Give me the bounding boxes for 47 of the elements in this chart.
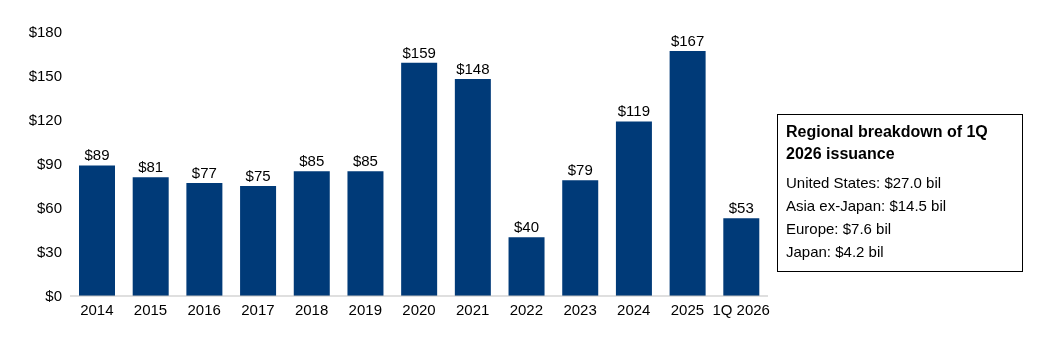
x-tick-label: 2020 bbox=[402, 300, 436, 318]
data-label: $79 bbox=[567, 161, 593, 179]
y-tick-label: $0 bbox=[45, 287, 62, 305]
bar bbox=[186, 183, 223, 296]
x-tick-label: 2014 bbox=[80, 300, 114, 318]
bar bbox=[79, 165, 115, 296]
bar bbox=[508, 237, 545, 296]
y-tick-label: $150 bbox=[28, 67, 62, 85]
x-tick-label: 2017 bbox=[241, 300, 275, 318]
y-tick-label: $120 bbox=[28, 111, 62, 129]
bar bbox=[401, 62, 438, 296]
data-label: $40 bbox=[514, 218, 540, 236]
bar bbox=[562, 180, 599, 296]
data-label: $85 bbox=[299, 152, 325, 170]
data-label: $53 bbox=[728, 199, 754, 217]
bar bbox=[723, 218, 760, 296]
x-tick-label: 2019 bbox=[348, 300, 382, 318]
x-tick-label: 2018 bbox=[294, 300, 329, 318]
x-tick-label: 2016 bbox=[187, 300, 221, 318]
y-tick-label: $180 bbox=[28, 23, 62, 41]
bar bbox=[240, 186, 277, 296]
data-label: $148 bbox=[456, 59, 490, 77]
y-tick-label: $90 bbox=[36, 155, 62, 173]
bar bbox=[347, 171, 384, 296]
y-tick-label: $30 bbox=[36, 243, 62, 261]
x-tick-label: 2021 bbox=[456, 300, 490, 318]
data-label: $77 bbox=[191, 164, 217, 182]
x-tick-label: 2025 bbox=[670, 300, 705, 318]
x-tick-label: 1Q 2026 bbox=[712, 300, 770, 318]
data-label: $119 bbox=[617, 102, 651, 120]
data-label: $89 bbox=[84, 146, 110, 164]
data-label: $75 bbox=[245, 167, 271, 184]
bar bbox=[293, 171, 330, 296]
x-tick-label: 2024 bbox=[617, 300, 651, 318]
x-tick-label: 2015 bbox=[133, 300, 168, 318]
data-label: $167 bbox=[670, 32, 705, 50]
bar bbox=[132, 177, 169, 296]
data-label: $85 bbox=[352, 152, 378, 170]
data-label: $159 bbox=[402, 43, 436, 61]
y-tick-label: $60 bbox=[36, 199, 62, 217]
breakdown-box: Regional breakdown of 1Q 2026 issuance United States: $27.0 bil Asia ex-Japan: $14.5 bil Europe: $7.6 bil Japan: $4.2 bil bbox=[777, 114, 1023, 272]
x-tick-label: 2023 bbox=[563, 300, 597, 318]
bar bbox=[669, 51, 706, 296]
data-label: $81 bbox=[138, 158, 164, 176]
x-tick-label: 2022 bbox=[509, 300, 544, 318]
bar bbox=[454, 78, 491, 296]
bar bbox=[615, 121, 652, 296]
